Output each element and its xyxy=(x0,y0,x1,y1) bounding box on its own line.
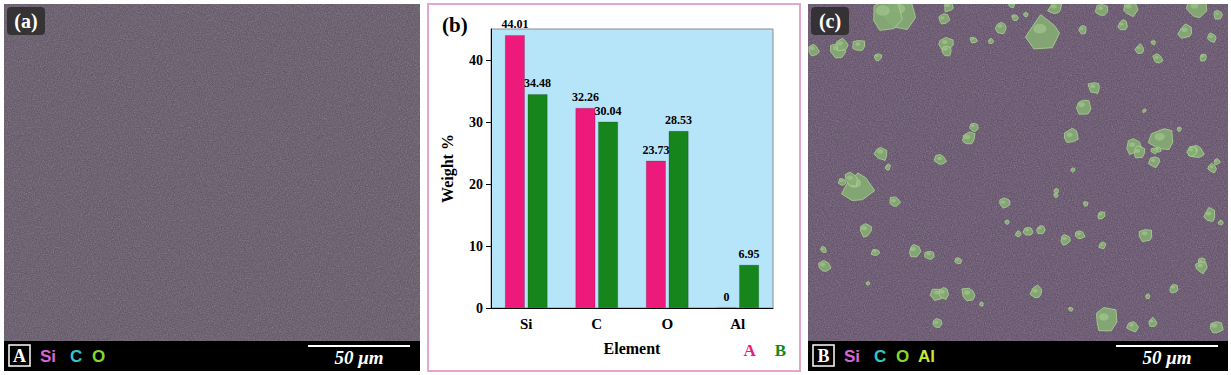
svg-text:40: 40 xyxy=(469,53,483,68)
svg-text:23.73: 23.73 xyxy=(642,143,669,157)
svg-text:30: 30 xyxy=(469,115,483,130)
svg-text:(b): (b) xyxy=(442,13,468,37)
svg-text:A: A xyxy=(13,346,26,366)
svg-text:B: B xyxy=(817,346,829,366)
svg-text:Element: Element xyxy=(604,340,662,357)
svg-text:28.53: 28.53 xyxy=(665,113,692,127)
svg-text:6.95: 6.95 xyxy=(739,247,760,261)
svg-text:50 μm: 50 μm xyxy=(334,347,383,368)
svg-text:Si: Si xyxy=(844,347,860,366)
svg-text:10: 10 xyxy=(469,239,483,254)
svg-text:C: C xyxy=(874,347,886,366)
svg-text:C: C xyxy=(70,347,82,366)
svg-text:50 μm: 50 μm xyxy=(1142,347,1191,368)
svg-text:Si: Si xyxy=(520,316,533,332)
svg-text:(c): (c) xyxy=(819,10,841,33)
svg-text:Al: Al xyxy=(730,316,745,332)
svg-text:32.26: 32.26 xyxy=(572,90,599,104)
svg-text:Weight %: Weight % xyxy=(439,134,457,203)
svg-text:20: 20 xyxy=(469,177,483,192)
svg-text:30.04: 30.04 xyxy=(595,104,622,118)
svg-text:44.01: 44.01 xyxy=(501,17,528,31)
svg-text:Si: Si xyxy=(40,347,56,366)
svg-text:0: 0 xyxy=(476,301,483,316)
svg-text:O: O xyxy=(92,347,105,366)
svg-text:(a): (a) xyxy=(14,10,37,33)
svg-text:B: B xyxy=(775,341,786,360)
svg-text:O: O xyxy=(661,316,673,332)
svg-text:O: O xyxy=(896,347,909,366)
svg-text:A: A xyxy=(743,341,756,360)
svg-text:C: C xyxy=(591,316,602,332)
svg-text:0: 0 xyxy=(723,290,729,304)
svg-text:34.48: 34.48 xyxy=(524,76,551,90)
svg-text:Al: Al xyxy=(918,347,935,366)
